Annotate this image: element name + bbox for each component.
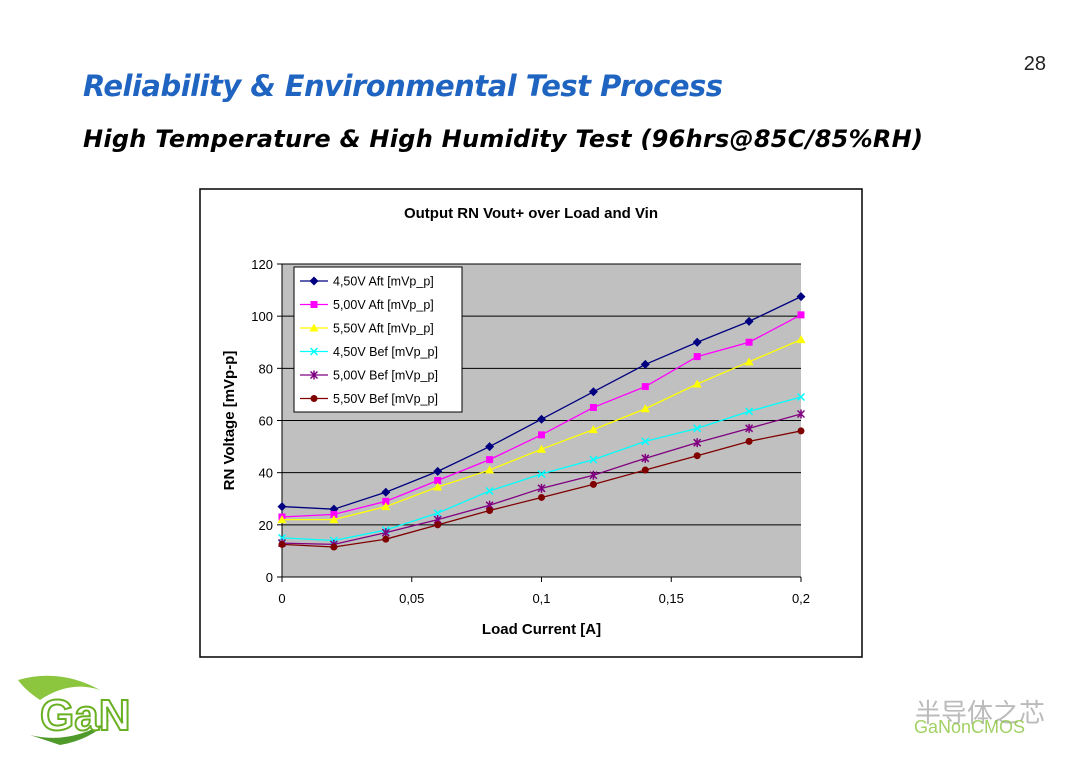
data-point [588,425,598,434]
data-point [796,392,806,402]
data-point [485,442,495,452]
y-tick-label: 0 [266,570,273,585]
data-point [485,465,495,474]
x-axis-label: Load Current [A] [482,621,601,638]
y-tick-label: 80 [259,361,273,376]
data-point [797,427,805,435]
data-point [486,506,494,514]
x-tick-label: 0 [278,591,285,606]
data-point [485,486,494,495]
logo-swoosh [18,675,100,700]
data-point [692,379,702,388]
data-point [382,535,390,543]
data-point [693,452,701,460]
y-axis-label: RN Voltage [mVp-p] [221,351,238,491]
logo: GaN [18,675,131,745]
data-point [641,437,650,446]
data-point [797,311,805,319]
data-point [745,437,753,445]
data-point [277,502,287,512]
y-tick-label: 120 [251,257,273,272]
data-point [278,540,286,548]
slide-title: Reliability & Environmental Test Process [83,69,723,103]
data-point [796,335,806,344]
legend-marker [309,276,319,286]
data-point [538,493,545,501]
data-point [537,444,546,453]
data-point [382,497,390,505]
data-point [589,455,598,464]
data-point [640,359,650,369]
page-number: 28 [1024,53,1046,75]
data-point [381,487,391,497]
data-point [745,407,754,416]
data-point [329,515,339,524]
legend-marker [309,323,319,332]
y-tick-label: 20 [259,518,273,533]
data-point [381,502,391,511]
legend-marker [309,370,319,380]
data-point [589,480,597,488]
slide-subtitle: High Temperature & High Humidity Test (9… [83,125,923,153]
y-tick-label: 40 [259,466,273,481]
data-point [693,353,701,361]
legend-label: 4,50V Aft [mVp_p] [333,275,434,289]
y-tick-label: 100 [251,309,273,324]
data-point [537,469,546,479]
data-point [744,357,754,366]
x-tick-label: 0,1 [532,591,550,606]
data-point [330,510,338,518]
legend-label: 5,50V Bef [mVp_p] [333,392,438,406]
data-point [434,521,442,529]
data-point [433,482,443,491]
legend-label: 5,00V Bef [mVp_p] [333,369,438,383]
data-point [381,528,390,538]
legend-marker [310,395,318,402]
data-point [796,292,806,302]
legend-marker [309,347,319,356]
legend-marker [310,301,318,308]
data-point [693,424,702,433]
data-point [640,404,650,413]
y-tick-label: 60 [259,414,273,429]
x-tick-label: 0,05 [399,591,424,606]
data-point [588,387,598,397]
watermark: 半导体之芯 [915,698,1045,728]
data-point [433,509,442,518]
data-point [589,470,598,480]
data-point [537,414,546,424]
legend-label: 4,50V Bef [mVp_p] [333,345,438,359]
data-point [745,423,754,433]
chart-title: Output RN Vout+ over Load and Vin [404,205,658,222]
x-tick-label: 0,2 [792,591,810,606]
data-point [433,466,443,476]
data-point [693,438,702,448]
data-point [486,456,494,464]
data-point [538,431,545,439]
data-point [796,409,806,419]
data-point [641,383,649,391]
data-point [277,515,287,524]
legend-label: 5,00V Aft [mVp_p] [333,298,434,312]
data-point [744,316,754,326]
data-point [692,337,702,347]
watermark-brand: GaNonCMOS [914,717,1025,737]
x-tick-label: 0,15 [659,591,684,606]
data-point [330,543,338,551]
data-point [434,476,442,484]
legend-label: 5,50V Aft [mVp_p] [333,322,434,336]
chart: Output RN Vout+ over Load and Vin RN Volt… [221,205,810,638]
data-point [745,338,753,346]
data-point [641,466,649,474]
data-point [589,403,597,411]
logo-swoosh [30,720,110,745]
logo-text: GaN [40,691,130,740]
data-point [329,504,339,514]
data-point [537,483,546,493]
data-point [641,453,650,463]
legend-box [293,266,463,413]
